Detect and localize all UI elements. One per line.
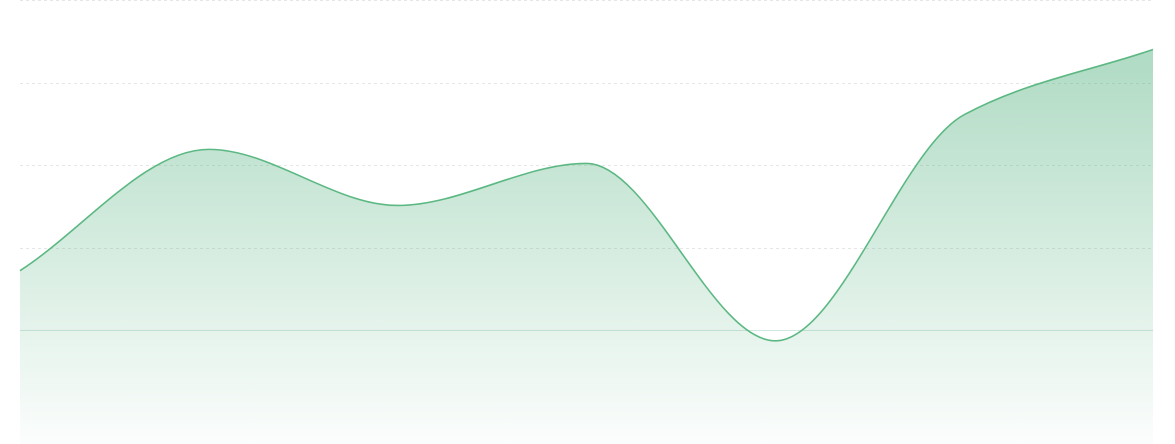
area-fill: [20, 49, 1153, 444]
series-line: [19, 48, 1154, 342]
series-area: [20, 49, 1153, 444]
series-line-path: [19, 48, 1154, 342]
